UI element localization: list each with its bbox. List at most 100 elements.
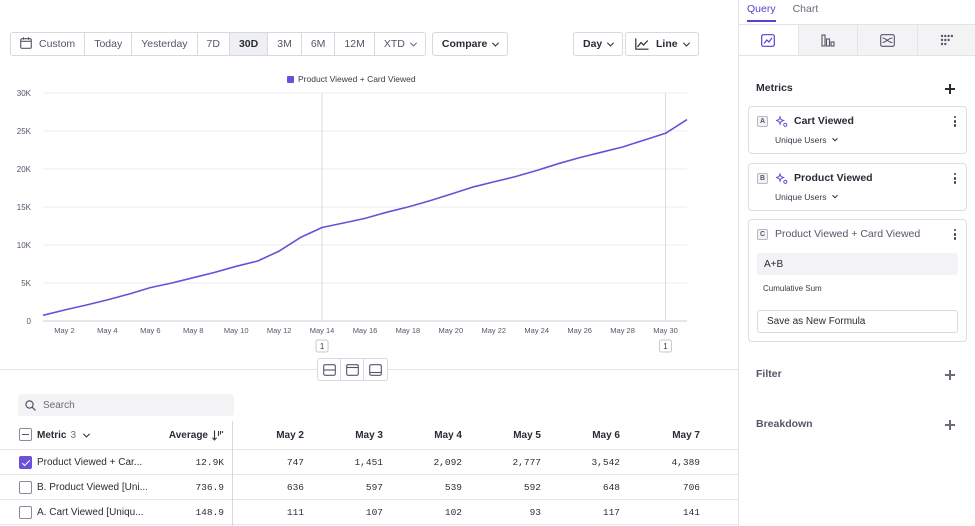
measure-dropdown[interactable]: Unique Users <box>775 192 838 202</box>
date-range-7d[interactable]: 7D <box>197 33 230 55</box>
row-checkbox[interactable] <box>19 481 32 494</box>
more-options-icon[interactable] <box>954 116 957 129</box>
metric-event-name[interactable]: Product Viewed <box>794 172 873 184</box>
insights-type-button[interactable] <box>739 25 799 55</box>
more-options-icon[interactable] <box>954 229 957 242</box>
row-value: 4,389 <box>671 456 700 468</box>
date-range-yesterday[interactable]: Yesterday <box>132 33 198 55</box>
date-column-header[interactable]: May 6 <box>592 429 620 441</box>
metric-column-header[interactable]: Metric 3 <box>37 421 147 449</box>
row-checkbox[interactable] <box>19 456 32 469</box>
chart-type-label: Line <box>656 38 678 50</box>
save-formula-button[interactable]: Save as New Formula <box>757 310 958 333</box>
date-column-header[interactable]: May 2 <box>276 429 304 441</box>
date-range-3m[interactable]: 3M <box>268 33 302 55</box>
tab-chart[interactable]: Chart <box>792 3 819 15</box>
y-tick-label: 10K <box>17 241 32 250</box>
report-type-selector <box>739 24 975 56</box>
row-checkbox[interactable] <box>19 506 32 519</box>
add-filter-button[interactable] <box>945 370 955 380</box>
add-breakdown-button[interactable] <box>945 420 955 430</box>
split-view-button[interactable] <box>318 359 341 380</box>
average-column-header[interactable]: Average <box>150 421 224 449</box>
breakdown-section-title: Breakdown <box>756 418 813 430</box>
row-value: 706 <box>682 481 700 493</box>
date-range-30d[interactable]: 30D <box>229 33 269 55</box>
table-row[interactable]: B. Product Viewed [Uni... 736.9 636 597 … <box>0 475 738 500</box>
annotation-marker[interactable]: 1 <box>315 339 329 353</box>
interval-dropdown[interactable]: Day <box>573 32 624 56</box>
table-row[interactable]: Product Viewed + Car... 12.9K 747 1,451 … <box>0 450 738 475</box>
row-value: 111 <box>286 506 304 518</box>
date-range-xtd[interactable]: XTD <box>374 33 425 55</box>
measure-dropdown[interactable]: Unique Users <box>775 135 838 145</box>
date-column-header[interactable]: May 7 <box>672 429 700 441</box>
row-metric-name: A. Cart Viewed [Uniqu... <box>37 506 144 518</box>
metric-card-c[interactable]: C Product Viewed + Card Viewed A+B Cumul… <box>748 219 967 342</box>
x-tick-label: May 16 <box>353 326 378 335</box>
formula-name[interactable]: Product Viewed + Card Viewed <box>775 228 921 240</box>
row-value: 747 <box>286 456 304 468</box>
row-average: 12.9K <box>195 456 224 468</box>
metric-card-a[interactable]: A Cart Viewed Unique Users <box>748 106 967 154</box>
average-header-label: Average <box>168 429 208 441</box>
date-range-6m[interactable]: 6M <box>301 33 336 55</box>
date-range-custom[interactable]: Custom <box>11 33 86 55</box>
flows-type-button[interactable] <box>858 25 918 55</box>
funnels-type-button[interactable] <box>798 25 858 55</box>
metric-card-b[interactable]: B Product Viewed Unique Users <box>748 163 967 211</box>
row-average: 736.9 <box>195 481 224 493</box>
metric-event-name[interactable]: Cart Viewed <box>794 115 854 127</box>
date-range-12m[interactable]: 12M <box>335 33 375 55</box>
compare-button[interactable]: Compare <box>431 32 509 56</box>
date-range-selector: Custom Today Yesterday 7D 30D 3M 6M 12M … <box>10 32 426 56</box>
x-tick-label: May 22 <box>481 326 506 335</box>
x-tick-label: May 26 <box>567 326 592 335</box>
metric-header-label: Metric <box>37 429 67 441</box>
select-all-checkbox[interactable] <box>19 428 32 441</box>
annotation-marker[interactable]: 1 <box>659 339 673 353</box>
cumulative-sum-option[interactable]: Cumulative Sum <box>763 284 822 293</box>
chevron-down-icon <box>82 430 91 438</box>
x-tick-label: May 8 <box>183 326 203 335</box>
formula-input[interactable]: A+B <box>757 253 958 275</box>
bar-chart-icon <box>821 33 835 47</box>
add-metric-button[interactable] <box>945 84 955 94</box>
retention-grid-icon <box>940 34 953 46</box>
row-value: 3,542 <box>591 456 620 468</box>
series-line[interactable] <box>42 118 688 317</box>
search-input[interactable] <box>43 399 213 411</box>
x-tick-label: May 6 <box>140 326 160 335</box>
chart-type-dropdown[interactable]: Line <box>625 32 699 56</box>
date-range-today[interactable]: Today <box>85 33 133 55</box>
date-column-header[interactable]: May 4 <box>434 429 462 441</box>
row-value: 93 <box>529 506 541 518</box>
calendar-icon <box>20 36 32 52</box>
line-chart-icon <box>761 33 776 47</box>
date-column-header[interactable]: May 3 <box>355 429 383 441</box>
tab-query[interactable]: Query <box>747 0 776 22</box>
annotation-badge <box>315 339 329 353</box>
x-tick-label: May 2 <box>54 326 74 335</box>
line-chart[interactable]: 0 5K 10K 15K 20K 25K 30K 1 1 May 2 May 4 May 6 May 8… <box>0 84 738 356</box>
y-tick-label: 25K <box>17 127 32 136</box>
annotation-badge <box>659 339 673 353</box>
retention-type-button[interactable] <box>917 25 975 55</box>
filter-section-title: Filter <box>756 368 782 380</box>
report-toolbar: Custom Today Yesterday 7D 30D 3M 6M 12M … <box>10 32 509 56</box>
table-view-button[interactable] <box>364 359 387 380</box>
chart-legend[interactable]: Product Viewed + Card Viewed <box>287 74 416 84</box>
metric-badge: C <box>757 229 768 240</box>
chart-layout-icon <box>345 363 359 376</box>
y-tick-label: 5K <box>21 279 31 288</box>
x-tick-label: May 20 <box>439 326 464 335</box>
chart-view-button[interactable] <box>341 359 364 380</box>
row-value: 597 <box>365 481 383 493</box>
row-value: 2,777 <box>512 456 541 468</box>
row-metric-name: B. Product Viewed [Uni... <box>37 481 147 493</box>
x-tick-label: May 14 <box>310 326 335 335</box>
date-column-header[interactable]: May 5 <box>513 429 541 441</box>
more-options-icon[interactable] <box>954 173 957 186</box>
split-layout-icon <box>322 363 336 376</box>
table-row[interactable]: A. Cart Viewed [Uniqu... 148.9 111 107 1… <box>0 500 738 525</box>
